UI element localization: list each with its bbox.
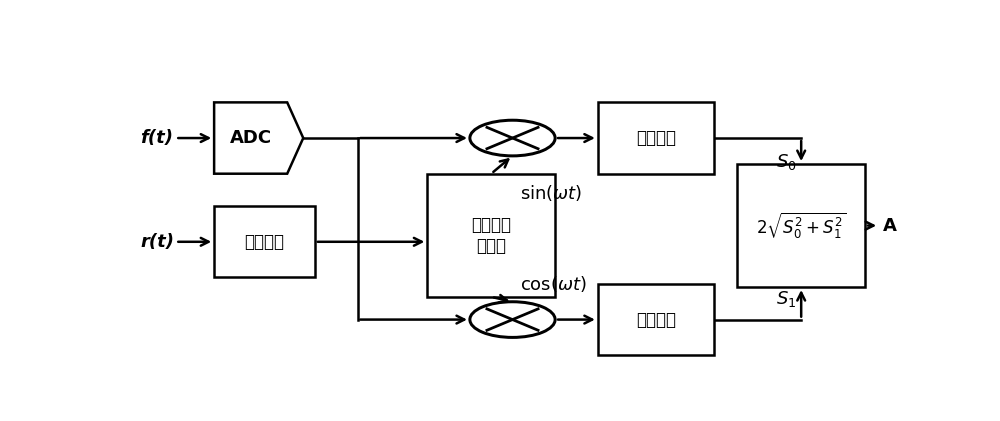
Bar	[598, 284, 714, 355]
Text: 参考信号
发生器: 参考信号 发生器	[471, 216, 511, 255]
Text: r(t): r(t)	[140, 233, 175, 251]
Text: f(t): f(t)	[140, 129, 174, 147]
Text: $2\sqrt{S_0^2+S_1^2}$: $2\sqrt{S_0^2+S_1^2}$	[756, 210, 846, 241]
Text: $S_0$: $S_0$	[776, 152, 797, 172]
Text: ADC: ADC	[230, 129, 272, 147]
Bar	[598, 102, 714, 174]
Bar	[427, 174, 555, 297]
Text: A: A	[883, 217, 897, 235]
Circle shape	[470, 302, 555, 337]
Text: 低通滤波: 低通滤波	[636, 311, 676, 328]
Text: $S_1$: $S_1$	[776, 288, 796, 309]
Text: $\sin(\omega t)$: $\sin(\omega t)$	[520, 183, 583, 203]
Circle shape	[470, 120, 555, 156]
Text: $\cos(\omega t)$: $\cos(\omega t)$	[520, 274, 587, 294]
Bar	[737, 164, 865, 287]
Text: 参考通道: 参考通道	[244, 233, 285, 251]
Text: 低通滤波: 低通滤波	[636, 129, 676, 147]
Bar	[214, 206, 315, 277]
Polygon shape	[214, 102, 303, 174]
